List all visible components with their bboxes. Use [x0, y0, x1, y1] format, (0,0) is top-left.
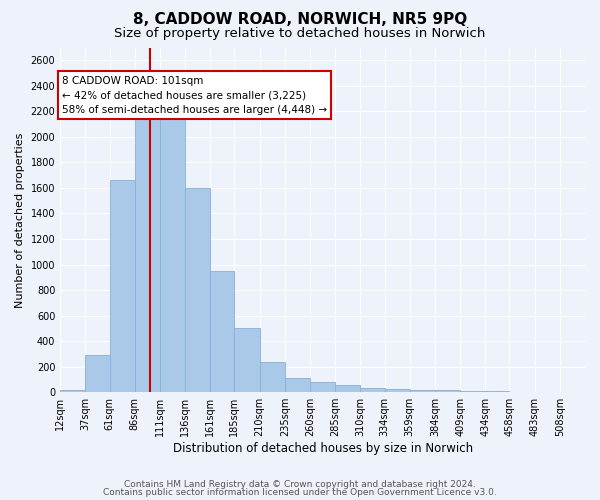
Bar — [385, 390, 410, 392]
Bar — [285, 378, 310, 392]
Bar — [110, 180, 135, 392]
Bar — [410, 390, 435, 392]
Bar — [185, 188, 210, 392]
Bar — [435, 390, 460, 392]
X-axis label: Distribution of detached houses by size in Norwich: Distribution of detached houses by size … — [173, 442, 473, 455]
Text: Contains HM Land Registry data © Crown copyright and database right 2024.: Contains HM Land Registry data © Crown c… — [124, 480, 476, 489]
Bar — [160, 114, 185, 392]
Y-axis label: Number of detached properties: Number of detached properties — [15, 132, 25, 308]
Bar — [235, 328, 260, 392]
Bar — [260, 362, 285, 392]
Bar — [361, 388, 385, 392]
Bar — [85, 355, 110, 392]
Text: 8 CADDOW ROAD: 101sqm
← 42% of detached houses are smaller (3,225)
58% of semi-d: 8 CADDOW ROAD: 101sqm ← 42% of detached … — [62, 76, 328, 115]
Text: Contains public sector information licensed under the Open Government Licence v3: Contains public sector information licen… — [103, 488, 497, 497]
Bar — [310, 382, 335, 392]
Text: Size of property relative to detached houses in Norwich: Size of property relative to detached ho… — [115, 28, 485, 40]
Text: 8, CADDOW ROAD, NORWICH, NR5 9PQ: 8, CADDOW ROAD, NORWICH, NR5 9PQ — [133, 12, 467, 28]
Bar — [460, 391, 485, 392]
Bar — [135, 112, 160, 392]
Bar — [335, 385, 361, 392]
Bar — [210, 271, 235, 392]
Bar — [60, 390, 85, 392]
